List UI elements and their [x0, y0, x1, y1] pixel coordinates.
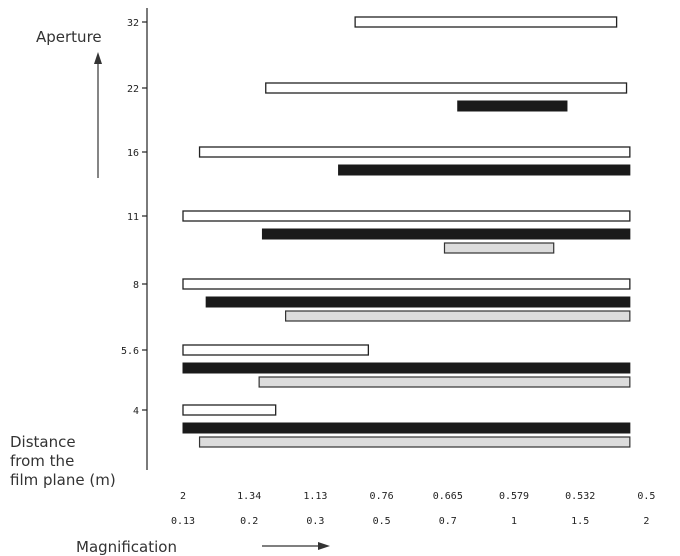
bar-black-f16: [338, 164, 631, 176]
bar-white-f4: [182, 404, 277, 416]
distance-tick-label: 1.34: [237, 491, 261, 502]
bar-black-f4: [182, 422, 631, 434]
y-tick-label: 5.6: [121, 346, 139, 357]
distance-tick-label: 2: [180, 491, 186, 502]
bar-white-f11: [182, 210, 631, 222]
magnification-tick-label: 0.5: [373, 516, 391, 527]
bar-dotted-f11: [443, 242, 555, 254]
magnification-tick-label: 2: [643, 516, 649, 527]
y-tick-label: 32: [127, 18, 139, 29]
bar-black-f22: [457, 100, 568, 112]
y-tick-label: 11: [127, 212, 139, 223]
y-tick-label: 4: [133, 406, 139, 417]
bar-white-f32: [354, 16, 618, 28]
magnification-tick-label: 0.2: [240, 516, 258, 527]
bar-white-f5_6: [182, 344, 370, 356]
distance-tick-label: 0.579: [499, 491, 529, 502]
magnification-tick-label: 0.7: [439, 516, 457, 527]
distance-tick-label: 1.13: [303, 491, 327, 502]
y-tick-label: 16: [127, 148, 139, 159]
bar-dotted-f5_6: [258, 376, 631, 388]
y-axis-label: Aperture: [36, 28, 102, 46]
y-tick-label: 22: [127, 84, 139, 95]
bar-white-f8: [182, 278, 631, 290]
magnification-tick-label: 1.5: [571, 516, 589, 527]
magnification-tick-label: 0.13: [171, 516, 195, 527]
distance-tick-label: 0.76: [370, 491, 394, 502]
distance-tick-label: 0.5: [637, 491, 655, 502]
distance-axis-label: Distance from the film plane (m): [10, 433, 116, 489]
distance-tick-label: 0.665: [433, 491, 463, 502]
bar-dotted-f8: [285, 310, 631, 322]
distance-tick-label: 0.532: [565, 491, 595, 502]
bar-black-f11: [261, 228, 631, 240]
magnification-tick-label: 0.3: [306, 516, 324, 527]
up-arrow-icon: [94, 52, 102, 64]
bar-black-f8: [205, 296, 631, 308]
bar-black-f5_6: [182, 362, 631, 374]
right-arrow-icon: [318, 542, 330, 550]
bar-white-f22: [265, 82, 628, 94]
y-tick-label: 8: [133, 280, 139, 291]
bar-dotted-f4: [198, 436, 631, 448]
bar-white-f16: [198, 146, 631, 158]
magnification-tick-label: 1: [511, 516, 517, 527]
magnification-axis-label: Magnification: [76, 538, 177, 556]
